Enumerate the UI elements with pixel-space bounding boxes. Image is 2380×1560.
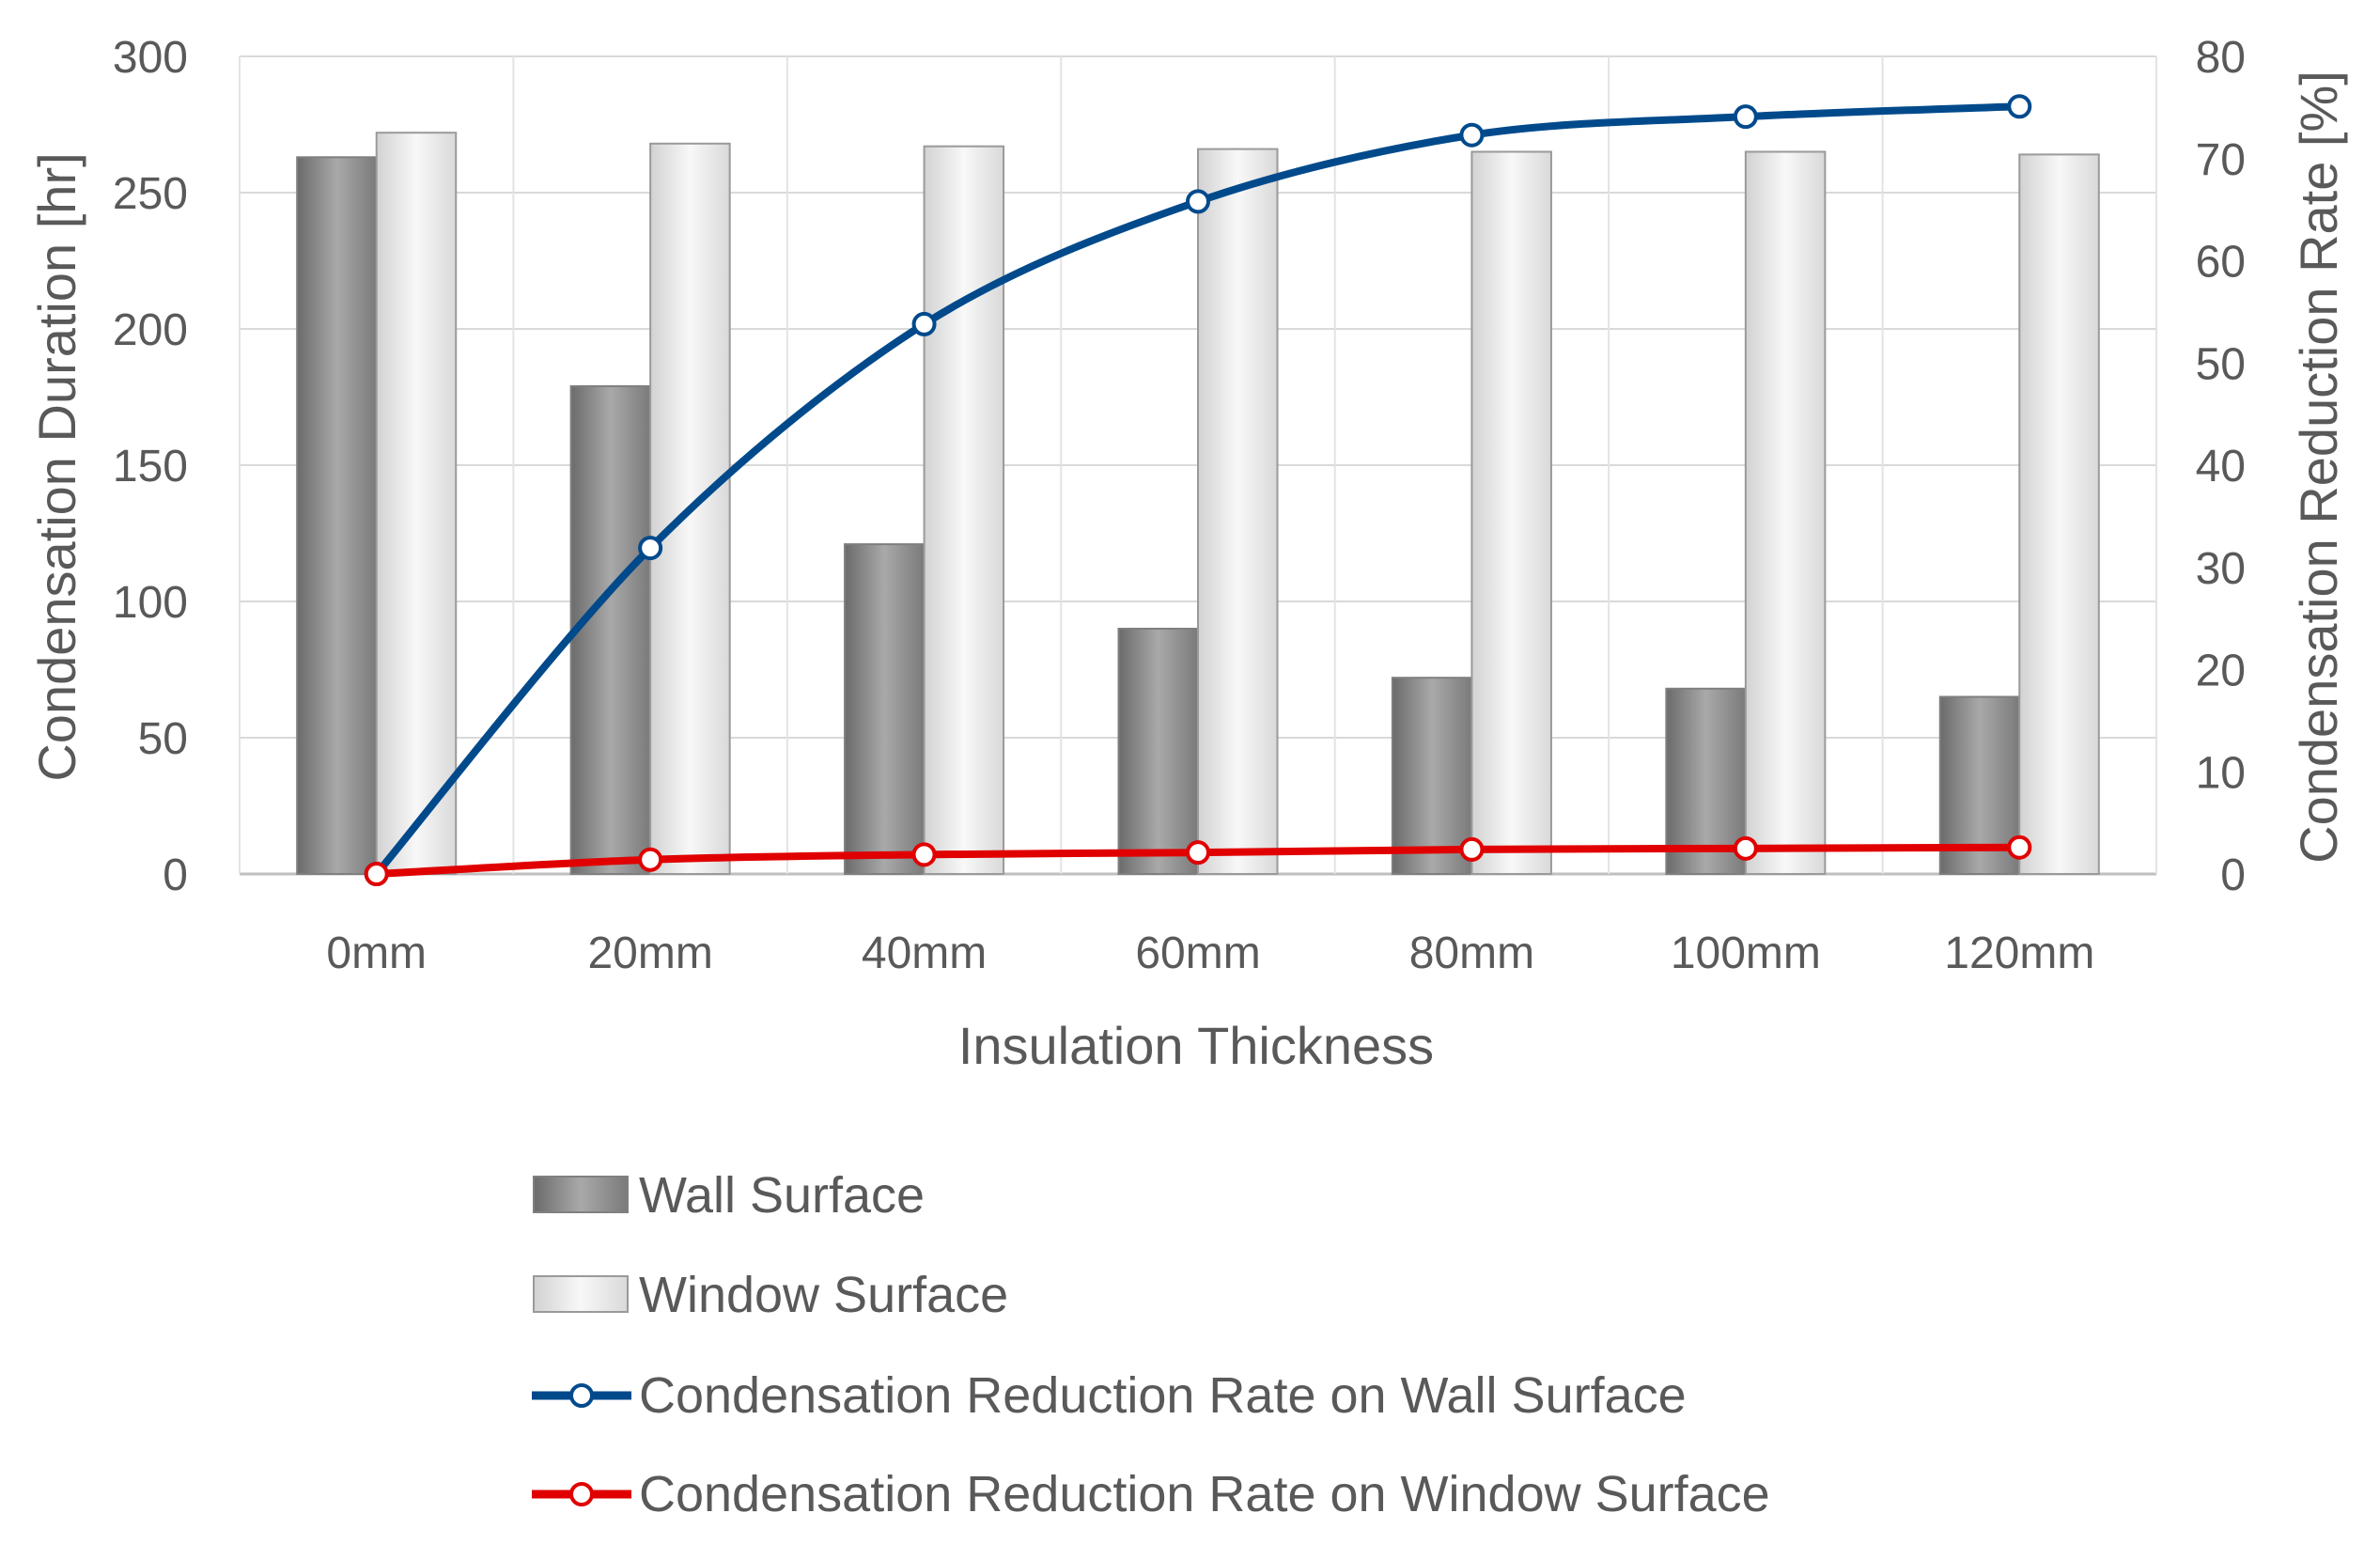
y2-tick-label: 60 bbox=[2196, 238, 2246, 288]
marker-window-reduction-rate bbox=[638, 847, 663, 872]
legend: Wall Surface Window Surface Condensation… bbox=[532, 1167, 1770, 1522]
legend-item-wall-reduction-rate: Condensation Reduction Rate on Wall Surf… bbox=[532, 1367, 1687, 1424]
y2-tick-label: 30 bbox=[2196, 544, 2246, 594]
bar-wall-surface bbox=[1665, 687, 1747, 875]
legend-label-wall-surface: Wall Surface bbox=[639, 1167, 925, 1224]
marker-wall-reduction-rate bbox=[1733, 104, 1758, 130]
y2-tick-label: 10 bbox=[2196, 748, 2246, 798]
marker-wall-reduction-rate bbox=[1186, 189, 1210, 214]
y2-tick-label: 80 bbox=[2196, 33, 2246, 83]
marker-window-reduction-rate bbox=[911, 842, 937, 867]
bar-window-surface bbox=[1197, 148, 1279, 876]
x-tick-label: 60mm bbox=[1135, 928, 1260, 978]
bar-wall-surface bbox=[296, 156, 378, 876]
legend-swatch-wall-surface bbox=[533, 1176, 629, 1213]
legend-label-wall-reduction-rate: Condensation Reduction Rate on Wall Surf… bbox=[639, 1367, 1687, 1424]
lines bbox=[364, 94, 2032, 886]
legend-label-window-reduction-rate: Condensation Reduction Rate on Window Su… bbox=[639, 1466, 1770, 1522]
y2-tick-label: 50 bbox=[2196, 339, 2246, 389]
y2-tick-label: 0 bbox=[2220, 850, 2246, 900]
legend-marker-window-reduction-rate bbox=[569, 1482, 594, 1506]
marker-window-reduction-rate bbox=[1459, 836, 1485, 862]
legend-item-window-reduction-rate: Condensation Reduction Rate on Window Su… bbox=[532, 1466, 1770, 1522]
marker-wall-reduction-rate bbox=[911, 311, 937, 336]
bar-wall-surface bbox=[1391, 677, 1473, 876]
y2-tick-label: 40 bbox=[2196, 442, 2246, 491]
x-tick-label: 0mm bbox=[326, 928, 427, 978]
x-tick-label: 40mm bbox=[862, 928, 987, 978]
bar-window-surface bbox=[2018, 153, 2100, 875]
bar-wall-surface bbox=[569, 384, 652, 875]
x-tick-label: 80mm bbox=[1409, 928, 1534, 978]
y2-tick-label: 70 bbox=[2196, 135, 2246, 185]
x-tick-label: 120mm bbox=[1944, 928, 2094, 978]
x-tick-label: 20mm bbox=[587, 928, 712, 978]
marker-window-reduction-rate bbox=[364, 862, 389, 886]
bar-window-surface bbox=[1470, 150, 1552, 875]
bar-window-surface bbox=[1744, 150, 1827, 875]
legend-swatch-window-surface bbox=[533, 1275, 629, 1313]
marker-window-reduction-rate bbox=[2007, 835, 2032, 860]
bar-window-surface bbox=[923, 145, 1005, 875]
y-tick-label: 250 bbox=[113, 169, 188, 219]
legend-label-window-surface: Window Surface bbox=[639, 1267, 1008, 1323]
marker-wall-reduction-rate bbox=[638, 536, 663, 561]
y-tick-label: 50 bbox=[138, 714, 188, 764]
legend-item-wall-surface: Wall Surface bbox=[533, 1167, 925, 1224]
y2-axis-title: Condensation Reduction Rate [%] bbox=[2289, 70, 2348, 864]
marker-window-reduction-rate bbox=[1186, 840, 1210, 866]
y-tick-label: 100 bbox=[113, 578, 188, 628]
bars bbox=[296, 132, 2100, 876]
marker-wall-reduction-rate bbox=[2007, 94, 2032, 119]
y-axis-title: Condensation Duration [hr] bbox=[27, 152, 86, 781]
marker-wall-reduction-rate bbox=[1459, 122, 1485, 148]
y-tick-label: 150 bbox=[113, 442, 188, 491]
y2-tick-label: 20 bbox=[2196, 647, 2246, 696]
x-axis-title: Insulation Thickness bbox=[958, 1016, 1434, 1075]
y-tick-label: 0 bbox=[163, 850, 188, 900]
legend-marker-wall-reduction-rate bbox=[569, 1383, 594, 1408]
bar-wall-surface bbox=[1117, 628, 1199, 875]
legend-item-window-surface: Window Surface bbox=[533, 1267, 1008, 1323]
x-tick-label: 100mm bbox=[1671, 928, 1821, 978]
bar-wall-surface bbox=[844, 543, 926, 875]
y-tick-label: 300 bbox=[113, 33, 188, 83]
bar-window-surface bbox=[375, 132, 458, 875]
y-tick-label: 200 bbox=[113, 305, 188, 355]
tick-labels: 0 50 100 150 200 250 300 0 10 20 30 40 50 60 70 80 0mm 20… bbox=[113, 33, 2246, 978]
marker-window-reduction-rate bbox=[1733, 835, 1758, 861]
